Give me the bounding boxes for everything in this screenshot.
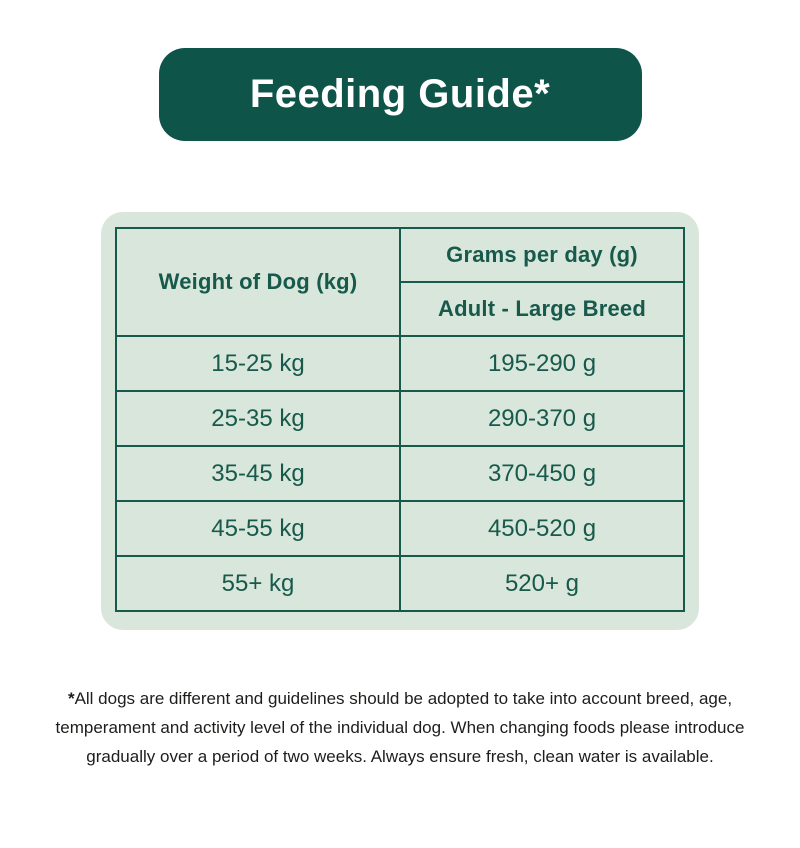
page-title: Feeding Guide* <box>249 72 551 116</box>
feeding-table-header: Weight of Dog (kg) Grams per day (g) Adu… <box>115 227 685 337</box>
header-row-sub: Adult - Large Breed <box>116 281 685 337</box>
footnote: *All dogs are different and guidelines s… <box>20 684 780 771</box>
table-row: 25-35 kg 290-370 g <box>115 390 685 447</box>
table-row: 15-25 kg 195-290 g <box>115 335 685 392</box>
page: { "banner": { "title": "Feeding Guide*" … <box>0 48 800 848</box>
table-row: 45-55 kg 450-520 g <box>115 500 685 557</box>
grams-cell: 450-520 g <box>399 500 685 557</box>
col-header-grams: Grams per day (g) <box>399 227 685 283</box>
feeding-table-body: 15-25 kg 195-290 g 25-35 kg 290-370 g 35… <box>115 335 685 612</box>
footnote-line1-text: All dogs are different and guidelines sh… <box>74 689 733 708</box>
weight-cell: 55+ kg <box>115 555 401 612</box>
feeding-table: Weight of Dog (kg) Grams per day (g) Adu… <box>115 227 685 612</box>
col-header-breed: Adult - Large Breed <box>399 281 685 337</box>
footnote-asterisk: * <box>67 689 75 708</box>
table-row: 35-45 kg 370-450 g <box>115 445 685 502</box>
weight-cell: 25-35 kg <box>115 390 401 447</box>
grams-cell: 520+ g <box>399 555 685 612</box>
weight-cell: 45-55 kg <box>115 500 401 557</box>
table-row: 55+ kg 520+ g <box>115 555 685 612</box>
footnote-line: *All dogs are different and guidelines s… <box>20 684 780 713</box>
feeding-table-panel: Weight of Dog (kg) Grams per day (g) Adu… <box>101 212 699 630</box>
header-row-top: Weight of Dog (kg) Grams per day (g) <box>115 227 685 337</box>
feeding-guide-banner: Feeding Guide* <box>158 48 642 141</box>
footnote-line: temperament and activity level of the in… <box>55 718 745 737</box>
footnote-line: gradually over a period of two weeks. Al… <box>86 747 714 766</box>
grams-cell: 290-370 g <box>399 390 685 447</box>
weight-cell: 35-45 kg <box>115 445 401 502</box>
col-header-weight: Weight of Dog (kg) <box>115 227 401 337</box>
grams-cell: 370-450 g <box>399 445 685 502</box>
grams-cell: 195-290 g <box>399 335 685 392</box>
weight-cell: 15-25 kg <box>115 335 401 392</box>
